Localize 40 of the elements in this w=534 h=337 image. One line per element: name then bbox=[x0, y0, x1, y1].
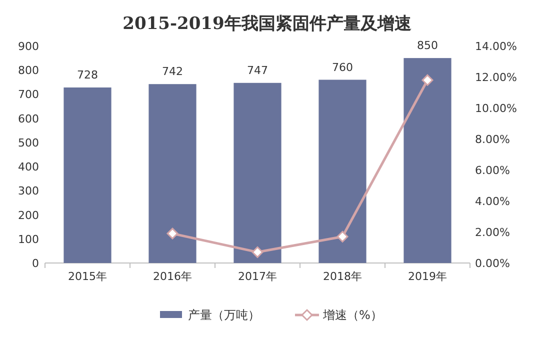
bar bbox=[318, 80, 366, 263]
y2-tick-label: 6.00% bbox=[475, 164, 510, 177]
legend-label: 产量（万吨） bbox=[188, 308, 260, 322]
legend-label: 增速（%） bbox=[322, 308, 382, 322]
y2-tick-label: 12.00% bbox=[475, 71, 517, 84]
point bbox=[336, 230, 348, 242]
bar bbox=[148, 84, 196, 263]
chart-title: 2015-2019年我国紧固件产量及增速 bbox=[122, 14, 412, 34]
point bbox=[252, 246, 264, 258]
y-tick-label: 500 bbox=[18, 136, 39, 150]
y2-tick-label: 0.00% bbox=[475, 257, 510, 270]
data-label: 850 bbox=[417, 39, 438, 52]
bar bbox=[404, 58, 452, 263]
x-tick-label: 2017年 bbox=[238, 270, 277, 283]
point bbox=[166, 228, 178, 240]
y-tick-label: 0 bbox=[32, 257, 39, 270]
point bbox=[422, 74, 434, 86]
y-tick-label: 800 bbox=[18, 64, 39, 78]
y-tick-label: 100 bbox=[18, 232, 39, 246]
bar bbox=[64, 87, 112, 263]
y-tick-label: 600 bbox=[18, 112, 39, 126]
data-label: 728 bbox=[77, 68, 98, 82]
y-tick-label: 300 bbox=[18, 184, 39, 198]
data-label: 742 bbox=[162, 65, 183, 78]
x-tick-label: 2019年 bbox=[408, 270, 447, 283]
y-tick-label: 400 bbox=[18, 160, 39, 174]
data-label: 747 bbox=[247, 64, 268, 77]
y2-tick-label: 4.00% bbox=[475, 195, 510, 208]
y-tick-label: 700 bbox=[18, 88, 39, 102]
y2-tick-label: 8.00% bbox=[475, 133, 510, 146]
y2-tick-label: 14.00% bbox=[475, 40, 517, 53]
x-tick-label: 2015年 bbox=[68, 270, 107, 283]
y2-tick-label: 2.00% bbox=[475, 226, 510, 239]
x-tick-label: 2018年 bbox=[323, 270, 362, 283]
y-tick-label: 900 bbox=[18, 40, 39, 53]
data-label: 760 bbox=[332, 60, 353, 74]
x-tick-label: 2016年 bbox=[153, 270, 192, 283]
y-tick-label: 200 bbox=[18, 208, 39, 222]
y2-tick-label: 10.00% bbox=[475, 102, 517, 115]
bar bbox=[234, 82, 282, 263]
